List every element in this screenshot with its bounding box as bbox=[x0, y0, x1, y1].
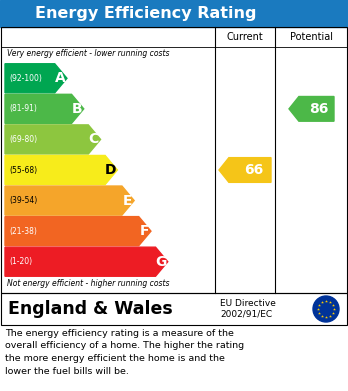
Text: (1-20): (1-20) bbox=[9, 257, 32, 266]
Text: Very energy efficient - lower running costs: Very energy efficient - lower running co… bbox=[7, 49, 169, 58]
Text: (55-68): (55-68) bbox=[9, 165, 37, 174]
Bar bbox=[0, 0, 348, 27]
Text: (81-91): (81-91) bbox=[9, 104, 37, 113]
Polygon shape bbox=[5, 156, 117, 185]
Text: Not energy efficient - higher running costs: Not energy efficient - higher running co… bbox=[7, 279, 169, 288]
Polygon shape bbox=[5, 247, 168, 276]
Bar bbox=[1, 27, 347, 293]
Text: (92-100): (92-100) bbox=[9, 74, 42, 83]
Text: C: C bbox=[89, 133, 99, 146]
Polygon shape bbox=[5, 217, 151, 246]
Text: England & Wales: England & Wales bbox=[8, 300, 173, 318]
Polygon shape bbox=[5, 186, 134, 215]
Text: Current: Current bbox=[227, 32, 263, 42]
Text: The energy efficiency rating is a measure of the
overall efficiency of a home. T: The energy efficiency rating is a measur… bbox=[5, 329, 244, 375]
Polygon shape bbox=[5, 94, 84, 124]
Text: EU Directive
2002/91/EC: EU Directive 2002/91/EC bbox=[220, 299, 276, 319]
Text: B: B bbox=[72, 102, 82, 116]
Text: Energy Efficiency Rating: Energy Efficiency Rating bbox=[35, 6, 257, 21]
Text: D: D bbox=[105, 163, 116, 177]
Text: (69-80): (69-80) bbox=[9, 135, 37, 144]
Polygon shape bbox=[5, 125, 101, 154]
Polygon shape bbox=[5, 64, 67, 93]
Circle shape bbox=[313, 296, 339, 322]
Text: F: F bbox=[140, 224, 149, 238]
Text: E: E bbox=[123, 194, 132, 208]
Text: 66: 66 bbox=[244, 163, 263, 177]
Text: A: A bbox=[55, 71, 66, 85]
Text: G: G bbox=[155, 255, 167, 269]
Bar bbox=[1, 293, 347, 325]
Text: (21-38): (21-38) bbox=[9, 227, 37, 236]
Polygon shape bbox=[289, 97, 334, 121]
Polygon shape bbox=[219, 158, 271, 182]
Text: Potential: Potential bbox=[290, 32, 333, 42]
Text: 86: 86 bbox=[309, 102, 329, 116]
Text: (39-54): (39-54) bbox=[9, 196, 37, 205]
